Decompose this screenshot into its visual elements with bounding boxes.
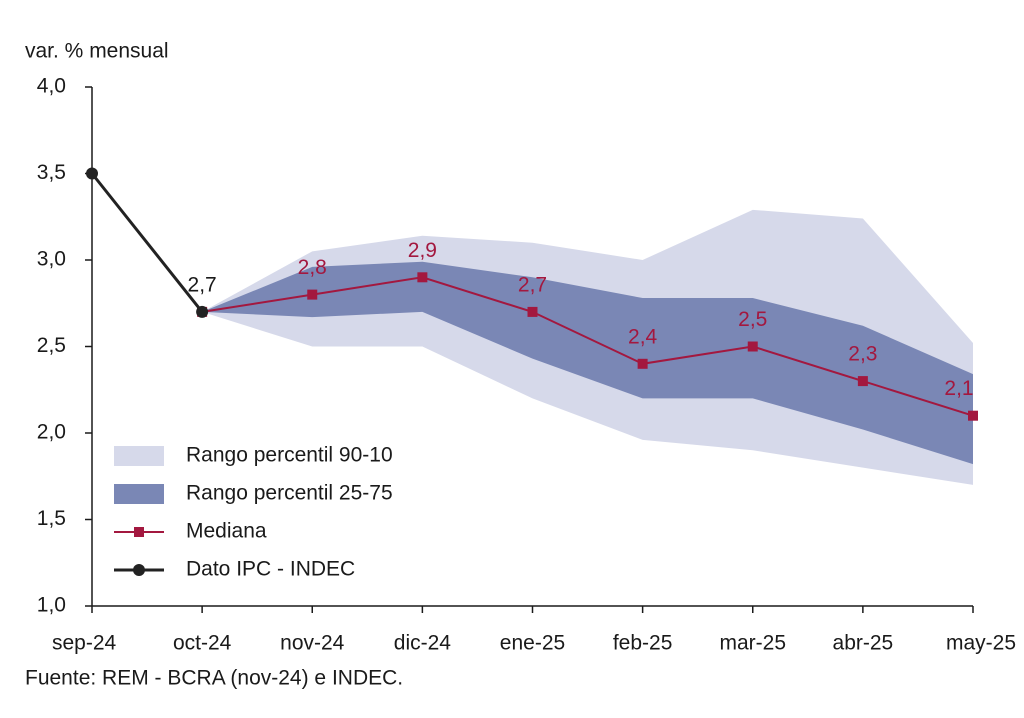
data-label: 2,7 bbox=[188, 273, 217, 296]
data-label: 2,1 bbox=[944, 377, 973, 400]
data-label: 2,7 bbox=[518, 273, 547, 296]
data-label: 2,4 bbox=[628, 325, 658, 348]
legend-label: Dato IPC - INDEC bbox=[186, 558, 355, 581]
y-tick-label: 2,5 bbox=[37, 334, 66, 357]
x-tick-label: dic-24 bbox=[394, 632, 452, 655]
x-tick-label: oct-24 bbox=[173, 632, 232, 655]
legend-label: Mediana bbox=[186, 520, 267, 543]
series-line bbox=[201, 276, 974, 417]
data-label: 2,9 bbox=[408, 239, 437, 262]
legend-swatch bbox=[134, 527, 144, 537]
y-tick-label: 3,5 bbox=[37, 161, 66, 184]
data-label: 2,5 bbox=[738, 308, 767, 331]
y-tick-label: 1,0 bbox=[37, 594, 66, 617]
series-line bbox=[90, 172, 204, 313]
point-marker bbox=[857, 376, 868, 387]
point-marker bbox=[968, 410, 978, 421]
point-marker bbox=[307, 289, 318, 300]
x-tick-label: may-25 bbox=[946, 632, 1016, 655]
x-tick-label: feb-25 bbox=[613, 632, 673, 655]
legend-label: Rango percentil 90-10 bbox=[186, 444, 393, 467]
y-tick-label: 1,5 bbox=[37, 507, 66, 530]
y-axis-title: var. % mensual bbox=[25, 40, 169, 63]
point-marker bbox=[417, 272, 428, 283]
legend-swatch bbox=[114, 484, 164, 504]
data-label: 2,8 bbox=[298, 256, 327, 279]
legend-swatch bbox=[114, 446, 164, 466]
source-note: Fuente: REM - BCRA (nov-24) e INDEC. bbox=[25, 667, 403, 690]
point-marker bbox=[747, 341, 758, 352]
y-tick-label: 4,0 bbox=[37, 75, 66, 98]
legend-swatch bbox=[133, 564, 145, 576]
x-tick-label: ene-25 bbox=[500, 632, 565, 655]
data-label: 2,3 bbox=[848, 343, 877, 366]
point-marker bbox=[637, 358, 648, 369]
point-marker bbox=[527, 306, 538, 317]
x-tick-label: sep-24 bbox=[52, 632, 117, 655]
band-area bbox=[202, 261, 973, 465]
x-tick-label: mar-25 bbox=[719, 632, 786, 655]
x-tick-label: nov-24 bbox=[280, 632, 345, 655]
y-tick-label: 2,0 bbox=[37, 421, 66, 444]
x-tick-label: abr-25 bbox=[833, 632, 894, 655]
point-marker bbox=[196, 305, 209, 318]
legend-label: Rango percentil 25-75 bbox=[186, 482, 393, 505]
y-tick-label: 3,0 bbox=[37, 248, 66, 271]
point-marker bbox=[86, 167, 98, 180]
